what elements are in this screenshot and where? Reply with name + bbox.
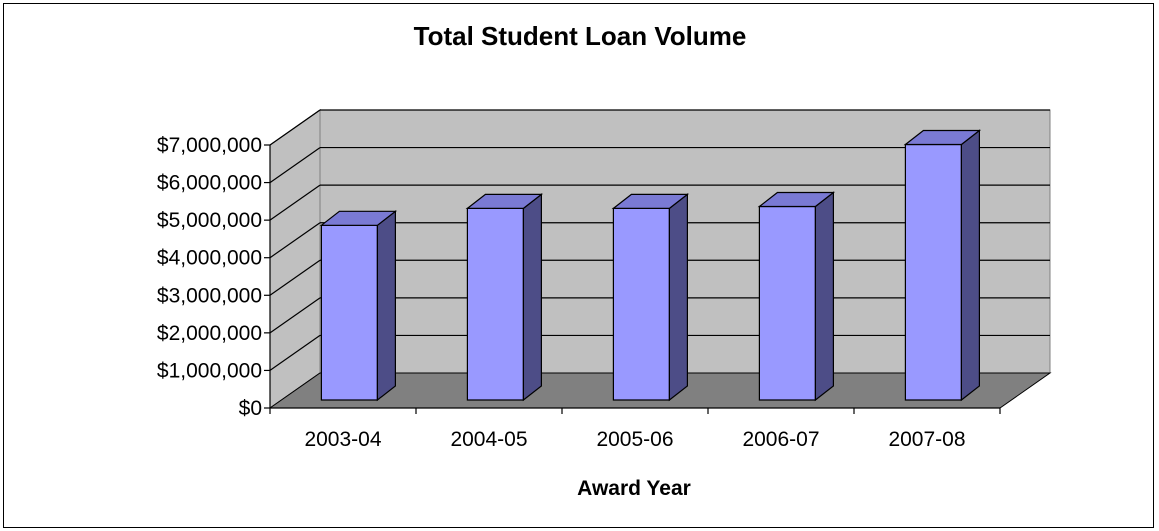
y-tick-label: $6,000,000 bbox=[157, 172, 262, 195]
x-tick-label: 2004-05 bbox=[450, 428, 527, 451]
bar-top bbox=[903, 129, 982, 146]
x-tick-label: 2003-04 bbox=[304, 428, 381, 451]
bar-front bbox=[758, 205, 817, 401]
y-tick-label: $5,000,000 bbox=[157, 209, 262, 232]
bar-front bbox=[904, 143, 963, 401]
grid-line-side bbox=[269, 222, 321, 259]
x-axis-label: Award Year bbox=[577, 477, 691, 500]
left-wall bbox=[269, 109, 321, 409]
grid-line-side bbox=[269, 259, 321, 296]
x-tick-label: 2006-07 bbox=[742, 428, 819, 451]
x-tick-label: 2007-08 bbox=[888, 428, 965, 451]
chart-title: Total Student Loan Volume bbox=[414, 21, 747, 51]
grid-line-side bbox=[269, 184, 321, 221]
y-tick-label: $7,000,000 bbox=[157, 134, 262, 157]
y-tick-label: $2,000,000 bbox=[157, 322, 262, 345]
bar-side bbox=[960, 129, 981, 402]
bar-front bbox=[466, 207, 525, 401]
y-axis: $0 $1,000,000 $2,000,000 $3,000,000 $4,000,0… bbox=[157, 134, 271, 420]
grid-line-side bbox=[269, 109, 321, 146]
x-tick-label: 2005-06 bbox=[596, 428, 673, 451]
grid-line-side bbox=[269, 334, 321, 371]
bar-top bbox=[465, 193, 544, 209]
y-tick-label: $1,000,000 bbox=[157, 359, 262, 382]
bars bbox=[319, 129, 982, 402]
bar-top bbox=[611, 193, 690, 209]
bar-side bbox=[522, 193, 543, 402]
bar-side bbox=[376, 210, 396, 402]
bar-side bbox=[814, 191, 835, 402]
y-tick-label: $4,000,000 bbox=[157, 247, 262, 270]
bar-front bbox=[612, 207, 671, 401]
y-tick-label: $0 bbox=[239, 397, 262, 420]
grid-line-side bbox=[269, 147, 321, 184]
bar-front bbox=[320, 224, 378, 401]
grid-line-side bbox=[269, 297, 321, 334]
bar-side bbox=[668, 193, 689, 402]
x-axis: 2003-04 2004-05 2005-06 2006-07 2007-08 bbox=[269, 407, 1001, 451]
bar-top bbox=[319, 210, 398, 226]
bar-top bbox=[757, 191, 836, 208]
y-tick-label: $3,000,000 bbox=[157, 284, 262, 307]
